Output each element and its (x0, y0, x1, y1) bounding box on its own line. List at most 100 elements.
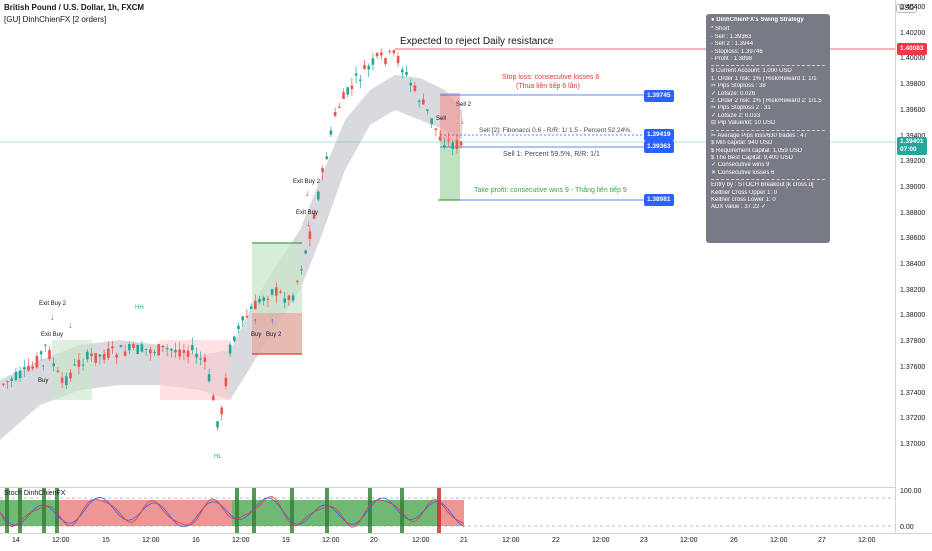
candle-body (60, 377, 64, 383)
price-chart[interactable]: British Pound / U.S. Dollar, 1h, FXCM [G… (0, 0, 895, 486)
symbol-title[interactable]: British Pound / U.S. Dollar, 1h, FXCM (4, 3, 145, 12)
time-tick: 23 (640, 537, 648, 544)
exit-buy-label: Exit Buy (296, 210, 319, 216)
candle-body (207, 374, 211, 382)
time-tick: 12:00 (232, 537, 250, 544)
osc-signal-bar (42, 488, 46, 534)
candle-body (241, 316, 244, 321)
price-tick: 1.39000 (900, 183, 926, 191)
price-tick: 1.39600 (900, 106, 926, 114)
info-line: - Stoploss: 1.39746 (711, 48, 763, 55)
exit-buy2-arrow-icon: ↓ (305, 188, 310, 198)
candle-body (388, 50, 391, 52)
osc-signal-bar (325, 488, 329, 534)
take-profit-annotation: Take profit: consecutive wins 9 - Thắng … (474, 187, 627, 194)
info-panel-lines: * Short - Sell : 1.39363- Sell 2 : 1.3944… (711, 26, 825, 211)
candle-body (132, 343, 135, 348)
info-separator (711, 129, 825, 131)
osc-level-100: 100.00 (900, 488, 922, 495)
candle-body (115, 354, 118, 358)
info-line: ✂ Pips Stoploss : 38 (711, 83, 766, 90)
candle-body (359, 79, 362, 81)
candle-body (182, 349, 186, 353)
candle-body (98, 354, 102, 357)
candle-body (52, 363, 55, 367)
info-line: - Sell : 1.39363 (711, 33, 752, 40)
osc-signal-bar (5, 488, 9, 534)
candle-body (27, 366, 30, 371)
candle-body (342, 92, 345, 100)
candle-body (90, 353, 93, 356)
short-loss-box (440, 93, 460, 141)
osc-green-block (0, 500, 58, 526)
trade-loss-box (252, 313, 302, 354)
candle-body (249, 306, 253, 309)
time-tick: 12:00 (592, 537, 610, 544)
time-tick: 12:00 (680, 537, 698, 544)
candle-body (363, 65, 366, 70)
info-line: ✂ Pips Stoploss 2 : 31 (711, 105, 771, 112)
candle-body (136, 344, 139, 355)
keltner-band (0, 75, 462, 440)
currency-button[interactable]: USD (896, 4, 917, 13)
candle-body (279, 291, 282, 293)
oscillator-title[interactable]: Stoch DinhChienFX (4, 490, 66, 497)
candle-body (266, 298, 270, 300)
candle-body (413, 85, 417, 91)
candle-body (304, 250, 307, 254)
candle-body (300, 269, 303, 271)
info-separator (711, 179, 825, 181)
candle-body (119, 345, 123, 348)
time-axis[interactable]: 14 12:00 15 12:00 16 12:00 19 12:00 20 12:00 21 12:… (0, 533, 932, 551)
time-tick: 14 (12, 537, 20, 544)
candle-body (102, 353, 106, 360)
buy-arrow-left-icon: ↑ (41, 362, 46, 372)
candle-body (270, 289, 274, 295)
sell2-price-tag: 1.39419 (644, 129, 674, 141)
candle-body (18, 370, 22, 379)
exit-buy-label-left: Exit Buy (41, 332, 64, 338)
candle-body (308, 231, 312, 240)
exit-buy-arrow-left-icon: ↓ (68, 320, 73, 330)
time-tick: 12:00 (52, 537, 70, 544)
oscillator-canvas (0, 488, 895, 534)
exit-buy2-label: Exit Buy 2 (293, 179, 321, 185)
info-line: ⊟ Pip Value/lot: 10 USD (711, 120, 776, 127)
candle-body (128, 344, 131, 351)
candle-body (333, 111, 337, 116)
stoch-oscillator-pane[interactable]: Stoch DinhChienFX (0, 487, 895, 534)
sell1-description: Sell 1: Percent 59.5%, R/R: 1/1 (503, 151, 600, 158)
indicator-legend[interactable]: [GU] DinhChienFX [2 orders] (4, 15, 107, 24)
candle-body (6, 381, 9, 383)
buy2-label: Buy 2 (266, 332, 282, 338)
price-tick: 1.38400 (900, 261, 926, 268)
candle-body (430, 118, 433, 124)
bar-countdown: 07:00 (900, 146, 917, 153)
osc-signal-bar (368, 488, 372, 534)
sell2-marker-label: Sell 2 (456, 102, 472, 108)
price-axis[interactable]: USD 1.40400 1.40200 1.40000 1.39800 1.39600 1… (895, 0, 932, 533)
candle-body (220, 407, 223, 415)
price-tick: 1.39800 (900, 81, 926, 89)
candle-body (14, 371, 18, 380)
candle-body (157, 344, 160, 356)
info-line: ✓ Lotsize: 0.026 (711, 90, 756, 97)
candle-body (161, 345, 165, 348)
candle-body (317, 191, 320, 200)
current-price-tag: 1.39401 07:00 (897, 137, 927, 155)
time-tick: 12:00 (858, 537, 876, 544)
candle-body (123, 351, 127, 356)
candle-body (354, 73, 358, 76)
candle-body (312, 212, 316, 219)
candle-body (325, 156, 328, 160)
info-line: ✕ Consecutive losses 6 (711, 169, 775, 176)
strategy-info-panel[interactable]: ● DinhChienFX's Swing Strategy * Short - … (706, 14, 830, 243)
time-tick: 26 (730, 537, 738, 544)
candle-body (426, 109, 429, 111)
osc-level-0: 0.00 (900, 524, 914, 531)
candle-body (153, 351, 156, 354)
price-tick: 1.37600 (900, 363, 926, 371)
time-tick: 12:00 (322, 537, 340, 544)
stoch-d-line (0, 496, 465, 528)
candle-body (165, 348, 169, 350)
